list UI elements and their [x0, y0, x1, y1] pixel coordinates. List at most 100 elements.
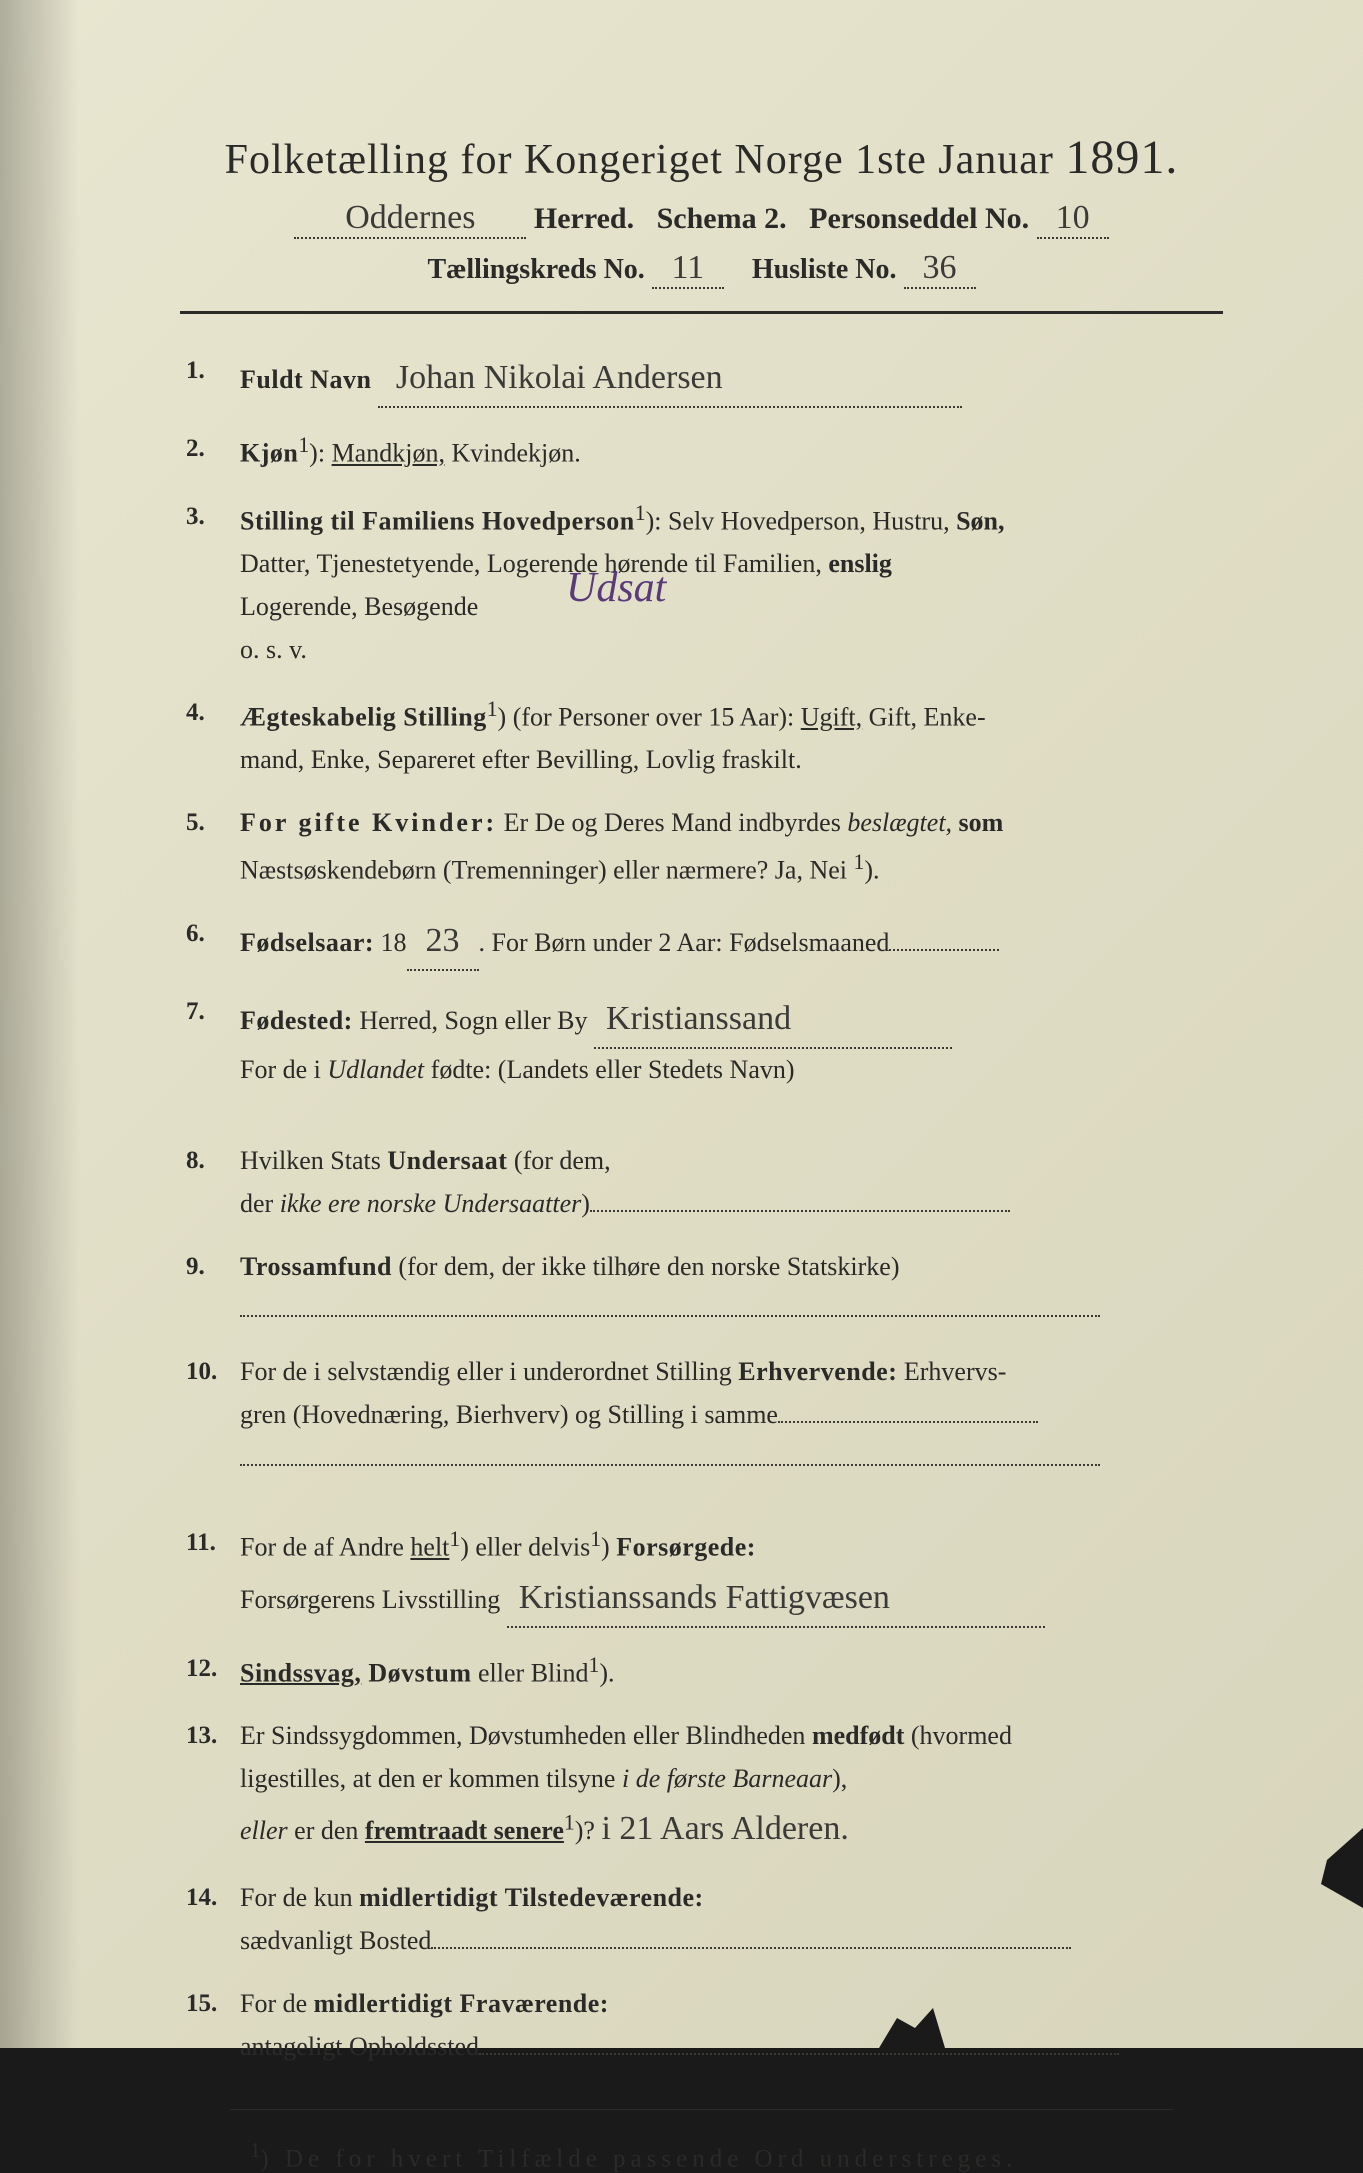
- item-2: 2. Kjøn1): Mandkjøn, Kvindekjøn.: [186, 428, 1205, 476]
- form-items: 1. Fuldt Navn Johan Nikolai Andersen 2. …: [180, 350, 1223, 2069]
- text: Hvilken Stats: [240, 1146, 387, 1175]
- census-form-page: Folketælling for Kongeriget Norge 1ste J…: [0, 0, 1363, 2048]
- item-body: For de midlertidigt Fraværende: antageli…: [240, 1983, 1205, 2069]
- item-14: 14. For de kun midlertidigt Tilstedevære…: [186, 1877, 1205, 1963]
- item-body: For gifte Kvinder: Er De og Deres Mand i…: [240, 802, 1205, 892]
- continuation: eller er den fremtraadt senere1)? i 21 A…: [240, 1801, 1205, 1857]
- text: ),: [832, 1764, 847, 1793]
- spacer: [186, 1112, 1205, 1140]
- husliste-no: 36: [904, 249, 976, 289]
- text: ).: [864, 856, 879, 885]
- name-handwritten: Johan Nikolai Andersen: [378, 350, 962, 408]
- dotted-blank: [889, 949, 999, 951]
- item-6: 6. Fødselsaar: 1823. For Børn under 2 Aa…: [186, 913, 1205, 971]
- text: Er De og Deres Mand indbyrdes: [497, 808, 847, 837]
- field-label: Undersaat: [387, 1146, 507, 1175]
- item-11: 11. For de af Andre helt1) eller delvis1…: [186, 1522, 1205, 1628]
- birthplace-handwritten: Kristianssand: [594, 991, 952, 1049]
- item-10: 10. For de i selvstændig eller i underor…: [186, 1351, 1205, 1480]
- continuation: Næstsøskendebørn (Tremenninger) eller næ…: [240, 845, 1205, 893]
- item-body: Kjøn1): Mandkjøn, Kvindekjøn.: [240, 428, 1205, 476]
- personseddel-no: 10: [1037, 199, 1109, 239]
- husliste-label: Husliste No.: [752, 254, 897, 285]
- dotted-blank: [479, 2053, 1119, 2055]
- item-number: 1.: [186, 350, 240, 391]
- text: 18: [374, 928, 407, 957]
- item-body: Fødselsaar: 1823. For Børn under 2 Aar: …: [240, 913, 1205, 971]
- text-bold: enslig: [828, 549, 892, 578]
- item-3: 3. Stilling til Familiens Hovedperson1):…: [186, 496, 1205, 672]
- text: For de af Andre: [240, 1533, 410, 1562]
- continuation: For de i Udlandet fødte: (Landets eller …: [240, 1049, 1205, 1092]
- item-number: 12.: [186, 1648, 240, 1689]
- continuation: mand, Enke, Separeret efter Bevilling, L…: [240, 739, 1205, 782]
- footnote-ref: 1: [590, 1527, 601, 1551]
- footnote-text: ) De for hvert Tilfælde passende Ord und…: [260, 2145, 1017, 2172]
- dotted-blank: [240, 1464, 1100, 1466]
- field-label: For gifte Kvinder:: [240, 808, 497, 837]
- item-number: 10.: [186, 1351, 240, 1392]
- herred-handwritten: Oddernes: [294, 199, 526, 239]
- dotted-blank: [590, 1210, 1010, 1212]
- item-number: 4.: [186, 692, 240, 733]
- field-label: Fuldt Navn: [240, 365, 371, 394]
- header-rule: [180, 311, 1223, 314]
- footnote-ref: 1: [564, 1810, 575, 1834]
- item-15: 15. For de midlertidigt Fraværende: anta…: [186, 1983, 1205, 2069]
- field-label: Fødested:: [240, 1006, 353, 1035]
- item-13: 13. Er Sindssygdommen, Døvstumheden elle…: [186, 1715, 1205, 1857]
- item-number: 9.: [186, 1246, 240, 1287]
- text-italic: i de første Barneaar: [622, 1764, 832, 1793]
- udsat-handwritten: Udsat: [566, 554, 666, 623]
- dotted-blank: [431, 1947, 1071, 1949]
- header-block: Folketælling for Kongeriget Norge 1ste J…: [180, 130, 1223, 289]
- item-body: Stilling til Familiens Hovedperson1): Se…: [240, 496, 1205, 672]
- continuation: antageligt Opholdssted: [240, 2026, 1205, 2069]
- personseddel-label: Personseddel No.: [809, 202, 1029, 235]
- item-12: 12. Sindssvag, Døvstum eller Blind1).: [186, 1648, 1205, 1696]
- text-italic: beslægtet,: [847, 808, 952, 837]
- item-number: 3.: [186, 496, 240, 537]
- field-label: Døvstum: [361, 1658, 471, 1687]
- footnote-ref: 1: [854, 850, 865, 874]
- text: (for dem,: [507, 1146, 610, 1175]
- text: der: [240, 1189, 280, 1218]
- field-label: Trossamfund: [240, 1252, 392, 1281]
- herred-label: Herred.: [534, 202, 634, 235]
- item-number: 5.: [186, 802, 240, 843]
- field-label: midlertidigt Fraværende:: [314, 1989, 609, 2018]
- text: (for dem, der ikke tilhøre den norske St…: [392, 1252, 900, 1281]
- footnote-ref: 1: [487, 697, 498, 721]
- text: er den: [288, 1816, 365, 1845]
- dotted-blank: [240, 1315, 1100, 1317]
- title-year: 1891.: [1065, 131, 1178, 184]
- text: ligestilles, at den er kommen tilsyne: [240, 1764, 622, 1793]
- title-text: Folketælling for Kongeriget Norge 1ste J…: [225, 137, 1054, 183]
- item-body: Sindssvag, Døvstum eller Blind1).: [240, 1648, 1205, 1696]
- text: ):: [309, 439, 331, 468]
- text: ).: [599, 1658, 614, 1687]
- field-label: midlertidigt Tilstedeværende:: [359, 1883, 704, 1912]
- continuation: ligestilles, at den er kommen tilsyne i …: [240, 1758, 1205, 1801]
- continuation: [240, 1437, 1205, 1480]
- item-body: Hvilken Stats Undersaat (for dem, der ik…: [240, 1140, 1205, 1226]
- schema-label: Schema 2.: [657, 202, 787, 235]
- selected-option: fremtraadt senere: [365, 1816, 564, 1845]
- selected-option: Mandkjøn,: [332, 439, 445, 468]
- item-body: Ægteskabelig Stilling1) (for Personer ov…: [240, 692, 1205, 782]
- item-number: 13.: [186, 1715, 240, 1756]
- item-1: 1. Fuldt Navn Johan Nikolai Andersen: [186, 350, 1205, 408]
- item-body: Fødested: Herred, Sogn eller By Kristian…: [240, 991, 1205, 1092]
- selected-option: Ugift,: [801, 703, 862, 732]
- field-label: Forsørgede:: [616, 1533, 756, 1562]
- text: Datter, Tjenestetyende, Logerende hørend…: [240, 549, 828, 578]
- text: Næstsøskendebørn (Tremenninger) eller næ…: [240, 856, 854, 885]
- text: (hvormed: [904, 1721, 1012, 1750]
- footnote-rule: [230, 2109, 1173, 2110]
- spacer: [186, 1500, 1205, 1522]
- text: Er Sindssygdommen, Døvstumheden eller Bl…: [240, 1721, 812, 1750]
- item-body: Fuldt Navn Johan Nikolai Andersen: [240, 350, 1205, 408]
- field-label: Kjøn: [240, 439, 298, 468]
- continuation: gren (Hovednæring, Bierhverv) og Stillin…: [240, 1394, 1205, 1437]
- birthyear-handwritten: 23: [407, 913, 479, 971]
